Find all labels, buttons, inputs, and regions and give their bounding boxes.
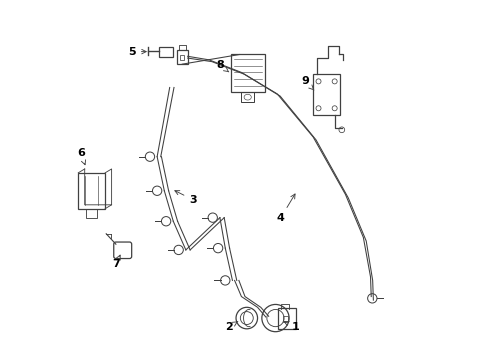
Bar	[177, 50, 188, 64]
Text: 3: 3	[175, 191, 197, 205]
Text: 9: 9	[301, 76, 314, 90]
Bar	[180, 55, 184, 60]
Text: 5: 5	[128, 46, 146, 57]
Bar	[283, 316, 289, 321]
Bar	[231, 54, 265, 92]
Text: 4: 4	[277, 194, 295, 222]
Text: 1: 1	[284, 321, 299, 332]
Bar	[241, 92, 254, 102]
Text: 6: 6	[77, 148, 86, 165]
Text: 8: 8	[216, 60, 229, 72]
Bar	[159, 46, 172, 57]
Text: 2: 2	[225, 321, 238, 332]
Text: 7: 7	[112, 255, 120, 269]
Bar	[86, 209, 97, 218]
Bar	[78, 173, 105, 209]
Bar	[313, 74, 340, 116]
